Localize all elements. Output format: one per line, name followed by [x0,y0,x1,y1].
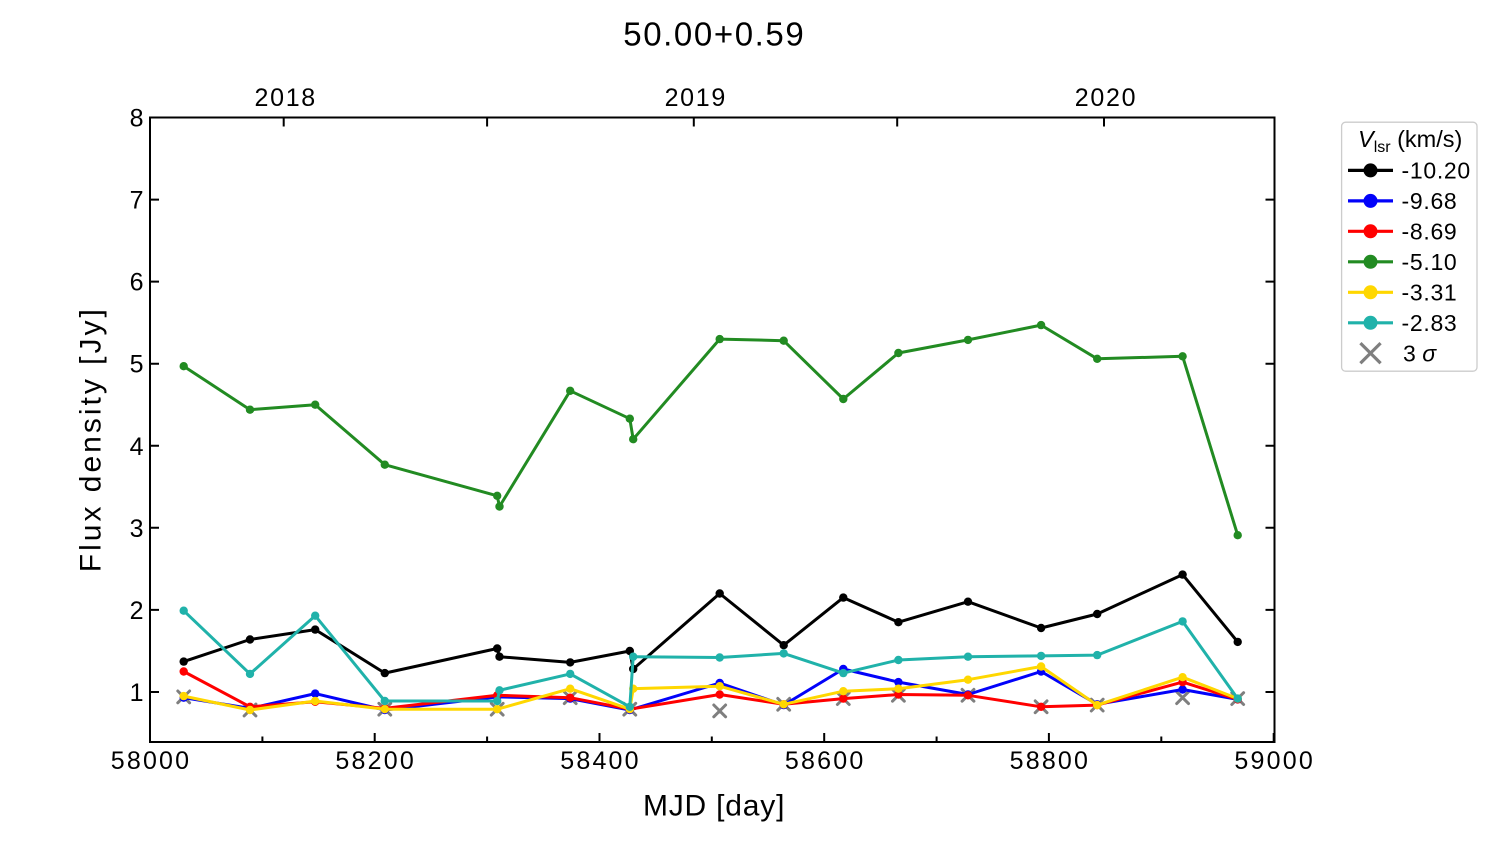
svg-text:2: 2 [130,597,144,625]
svg-text:59000: 59000 [1234,747,1315,775]
svg-text:-10.20: -10.20 [1402,158,1471,184]
svg-text:-8.69: -8.69 [1402,219,1458,245]
svg-text:58000: 58000 [111,747,192,775]
svg-text:4: 4 [130,433,144,461]
svg-text:2020: 2020 [1075,84,1137,112]
svg-text:58200: 58200 [335,747,416,775]
svg-text:3 σ: 3 σ [1403,340,1437,366]
svg-text:58400: 58400 [560,747,641,775]
svg-text:MJD [day]: MJD [day] [643,790,785,823]
svg-text:6: 6 [130,269,144,297]
svg-text:-3.31: -3.31 [1402,280,1458,306]
svg-text:58800: 58800 [1010,747,1091,775]
svg-text:5: 5 [130,351,144,379]
svg-text:1: 1 [130,679,144,707]
svg-text:Vlsr (km/s): Vlsr (km/s) [1358,126,1462,156]
svg-text:-2.83: -2.83 [1402,310,1458,336]
svg-text:8: 8 [130,105,144,133]
svg-text:58600: 58600 [785,747,866,775]
svg-text:2018: 2018 [254,84,316,112]
svg-text:Flux density [Jy]: Flux density [Jy] [75,306,108,572]
svg-text:3: 3 [130,515,144,543]
svg-text:50.00+0.59: 50.00+0.59 [623,16,805,53]
svg-text:7: 7 [130,187,144,215]
svg-text:-5.10: -5.10 [1402,249,1458,275]
svg-text:2019: 2019 [665,84,727,112]
svg-text:-9.68: -9.68 [1402,188,1458,214]
